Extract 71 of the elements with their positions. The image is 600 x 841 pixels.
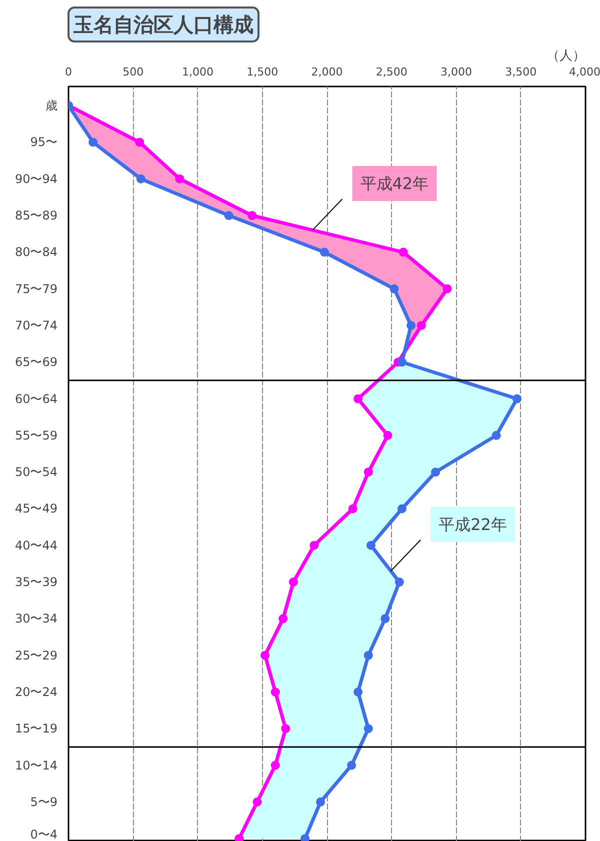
point xyxy=(397,504,406,514)
y-tick-label: 5〜9 xyxy=(30,794,58,809)
y-tick-label: 95〜 xyxy=(30,135,58,150)
point xyxy=(347,760,356,770)
y-tick-label: 25〜29 xyxy=(14,648,58,662)
point xyxy=(397,358,406,367)
y-tick-label: 45〜49 xyxy=(14,502,58,516)
point xyxy=(88,138,98,147)
point xyxy=(136,174,146,184)
point xyxy=(248,211,257,220)
point xyxy=(135,138,144,147)
point xyxy=(406,320,416,330)
x-tick-label: 2,500 xyxy=(376,66,408,78)
point xyxy=(390,284,399,294)
x-tick-label: 1,500 xyxy=(246,66,278,78)
x-tick-label: 500 xyxy=(122,66,144,78)
x-tick-label: 4,000 xyxy=(569,66,600,78)
y-tick-label: 85〜89 xyxy=(14,208,58,223)
y-tick-label: 15〜19 xyxy=(14,722,58,736)
y-tick-label: 40〜44 xyxy=(14,538,58,552)
series-label: 平成22年 xyxy=(438,514,507,534)
y-tick-label: 30〜34 xyxy=(14,612,58,626)
x-tick-label: 0 xyxy=(65,66,72,78)
y-tick-label: 50〜54 xyxy=(14,465,58,480)
point xyxy=(252,797,262,806)
point xyxy=(320,248,329,257)
point xyxy=(175,174,184,184)
point xyxy=(492,430,501,440)
y-tick-label: 55〜59 xyxy=(14,428,58,442)
point xyxy=(354,394,363,404)
y-axis-title: 歳 xyxy=(46,98,58,113)
point xyxy=(354,687,363,696)
x-tick-label: 3,000 xyxy=(440,66,472,78)
y-tick-label: 80〜84 xyxy=(14,245,58,260)
point xyxy=(364,468,373,477)
point xyxy=(416,320,426,330)
point xyxy=(366,540,376,550)
point xyxy=(431,468,440,477)
y-tick-label: 65〜69 xyxy=(14,355,58,370)
x-tick-label: 3,500 xyxy=(505,66,537,78)
point xyxy=(281,724,290,734)
y-tick-label: 10〜14 xyxy=(14,758,58,772)
y-tick-label: 60〜64 xyxy=(14,392,58,406)
point xyxy=(348,504,358,514)
point xyxy=(398,248,408,257)
point xyxy=(442,284,452,294)
text: 平成42年 xyxy=(360,174,429,194)
point xyxy=(394,578,404,587)
x-axis-title: （人） xyxy=(546,48,586,64)
y-tick-label: 90〜94 xyxy=(14,172,58,186)
point xyxy=(380,614,390,624)
y-tick-label: 0〜4 xyxy=(30,828,58,841)
y-tick-label: 35〜39 xyxy=(14,575,58,590)
point xyxy=(288,578,298,587)
point xyxy=(270,760,280,770)
point xyxy=(278,614,288,624)
x-tick-label: 2,000 xyxy=(311,66,343,78)
point xyxy=(270,687,280,696)
y-tick-label: 70〜74 xyxy=(14,318,58,332)
point xyxy=(260,650,270,660)
point xyxy=(224,211,234,220)
x-tick-label: 1,000 xyxy=(182,66,214,78)
point xyxy=(316,797,326,806)
point xyxy=(310,540,319,550)
point xyxy=(364,650,373,660)
point xyxy=(364,724,373,734)
chart-title: 玉名自治区人口構成 xyxy=(72,12,254,36)
y-tick-label: 75〜79 xyxy=(14,282,58,296)
y-tick-label: 20〜24 xyxy=(14,684,58,699)
point xyxy=(512,394,522,404)
point xyxy=(383,430,392,440)
